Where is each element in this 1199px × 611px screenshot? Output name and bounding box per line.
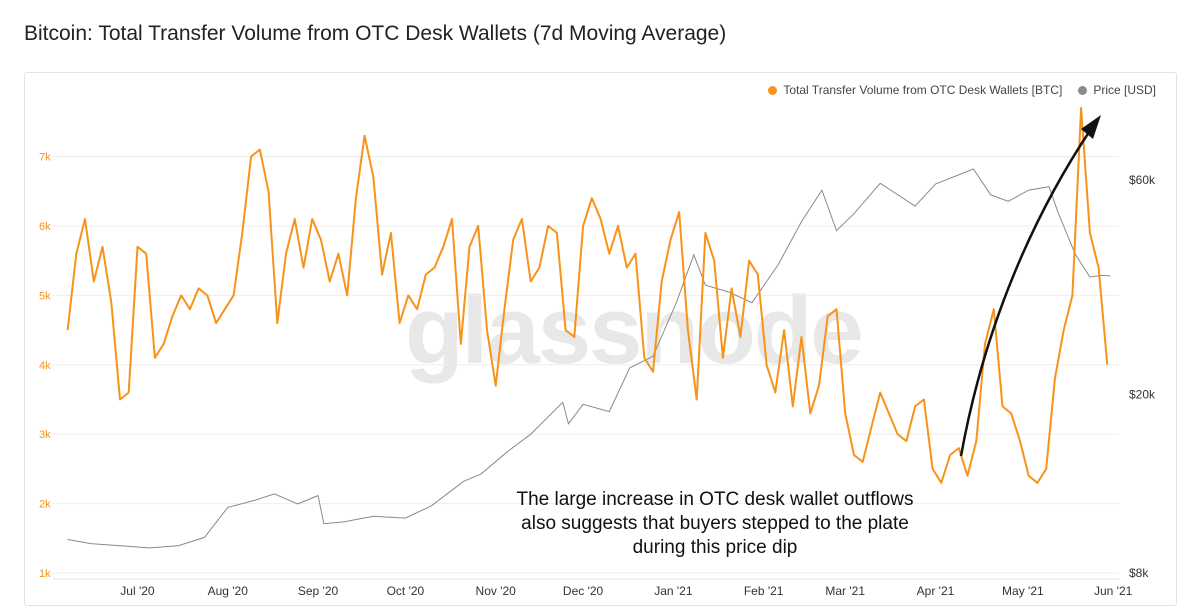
y-left-tick-label: 6k (39, 221, 51, 233)
watermark: glassnode (405, 277, 862, 384)
x-tick-label: Jun '21 (1094, 584, 1133, 598)
price-line (67, 168, 1111, 549)
y-right-tick-label: $20k (1129, 387, 1156, 401)
annotation-text-line: during this price dip (633, 537, 798, 558)
y-left-tick-label: 5k (39, 290, 51, 302)
y-left-tick-label: 4k (39, 360, 51, 372)
y-right-tick-label: $60k (1129, 173, 1156, 187)
legend-dot-volume (768, 85, 778, 95)
y-left-tick-label: 3k (39, 429, 51, 441)
x-tick-label: Sep '20 (298, 584, 339, 598)
x-tick-label: Jan '21 (654, 584, 693, 598)
annotation-text-line: also suggests that buyers stepped to the… (521, 513, 909, 534)
y-left-tick-label: 2k (39, 499, 51, 511)
chart-svg: glassnode 1k 2k 3k 4k 5k 6k 7k $8k $20k $60k Jul '2… (39, 106, 1156, 598)
x-tick-label: Mar '21 (825, 584, 865, 598)
chart-legend: Total Transfer Volume from OTC Desk Wall… (768, 83, 1156, 97)
x-tick-label: Dec '20 (563, 584, 604, 598)
y-right-tick-label: $8k (1129, 566, 1149, 580)
chart-panel: Total Transfer Volume from OTC Desk Wall… (24, 72, 1177, 606)
annotation-arrowhead (1081, 115, 1101, 139)
x-tick-label: Apr '21 (917, 584, 955, 598)
x-tick-label: May '21 (1002, 584, 1044, 598)
legend-label-volume: Total Transfer Volume from OTC Desk Wall… (783, 83, 1063, 97)
legend-dot-price (1078, 85, 1088, 95)
volume-line (66, 106, 1109, 484)
x-tick-label: Nov '20 (476, 584, 517, 598)
y-left-tick-label: 1k (39, 568, 51, 580)
annotation-arrow (959, 128, 1093, 457)
legend-item-volume[interactable]: Total Transfer Volume from OTC Desk Wall… (768, 83, 1062, 97)
legend-label-price: Price [USD] (1093, 83, 1156, 97)
chart-title: Bitcoin: Total Transfer Volume from OTC … (24, 22, 727, 45)
legend-item-price[interactable]: Price [USD] (1078, 83, 1156, 97)
x-tick-label: Feb '21 (744, 584, 784, 598)
y-left-tick-label: 7k (39, 152, 51, 164)
x-tick-label: Aug '20 (208, 584, 249, 598)
annotation-text-line: The large increase in OTC desk wallet ou… (516, 489, 913, 510)
x-tick-label: Oct '20 (387, 584, 425, 598)
x-tick-label: Jul '20 (120, 584, 155, 598)
